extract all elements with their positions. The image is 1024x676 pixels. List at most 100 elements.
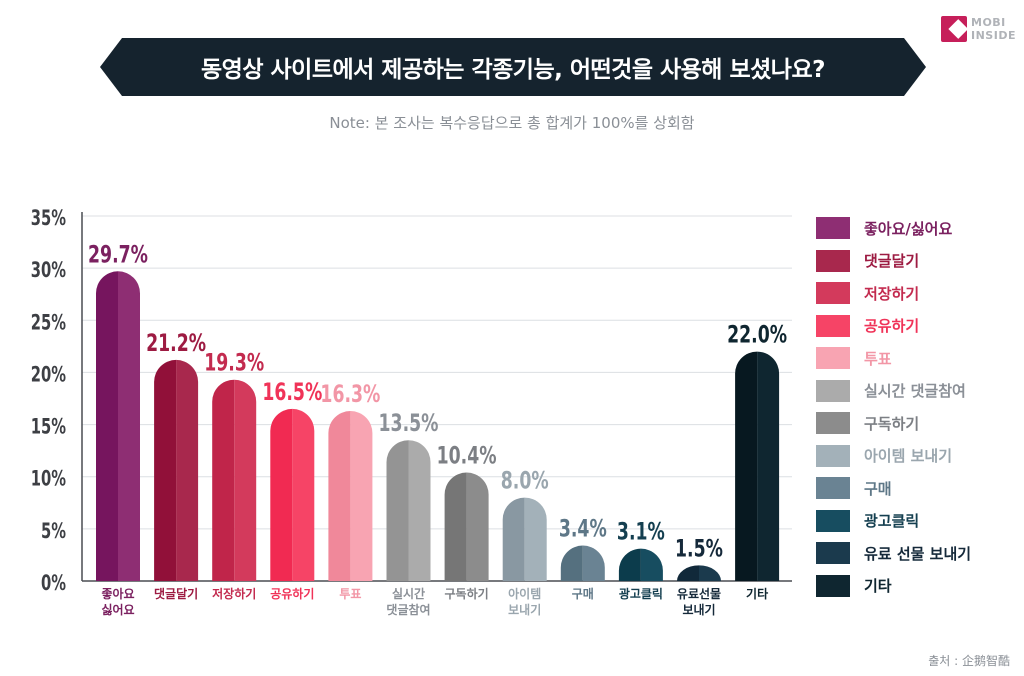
x-tick-label: 공유하기	[270, 586, 314, 601]
bar-left-half	[386, 440, 409, 581]
mobiinside-logo: MOBI INSIDE	[941, 16, 1016, 48]
data-label: 1.5%	[675, 535, 723, 563]
legend-label: 구매	[864, 479, 892, 498]
bar	[176, 359, 199, 581]
bar-left-half	[270, 408, 293, 581]
logo-line-1: MOBI	[971, 16, 1006, 29]
legend-item: 아이템 보내기	[816, 440, 1016, 473]
legend-item: 좋아요/싫어요	[816, 212, 1016, 245]
logo-line-2: INSIDE	[971, 29, 1016, 42]
x-tick-label: 싫어요	[101, 602, 134, 617]
legend-item: 저장하기	[816, 277, 1016, 310]
bar-left-half	[154, 359, 177, 581]
bar	[408, 440, 431, 581]
bar	[350, 411, 373, 581]
x-tick-label: 아이템	[508, 586, 541, 601]
legend-label: 실시간 댓글참여	[864, 382, 966, 401]
data-label: 3.4%	[559, 515, 607, 543]
legend-label: 투표	[864, 349, 892, 368]
logo-mark-icon	[941, 16, 967, 42]
legend-swatch	[816, 347, 850, 370]
legend-swatch	[816, 379, 850, 402]
bar-left-half	[328, 411, 351, 581]
legend-label: 아이템 보내기	[864, 447, 953, 466]
legend-item: 구매	[816, 472, 1016, 505]
logo-text: MOBI INSIDE	[971, 16, 1016, 42]
legend-item: 기타	[816, 570, 1016, 603]
y-tick-label: 20%	[31, 364, 66, 387]
y-tick-label: 10%	[31, 468, 66, 491]
x-tick-label: 투표	[339, 587, 361, 601]
legend-label: 공유하기	[864, 317, 920, 336]
bar	[466, 472, 489, 581]
x-tick-label: 기타	[746, 586, 768, 601]
bar	[757, 351, 780, 581]
legend-swatch	[816, 509, 850, 532]
data-label: 29.7%	[88, 240, 148, 268]
data-label: 8.0%	[501, 467, 549, 495]
bar	[118, 271, 140, 581]
title-banner: 동영상 사이트에서 제공하는 각종기능, 어떤것을 사용해 보셨나요?	[100, 38, 926, 96]
chart-note: Note: 본 조사는 복수응답으로 총 합계가 100%를 상회함	[329, 114, 695, 132]
x-tick-label: 저장하기	[212, 586, 256, 601]
bar	[234, 379, 257, 581]
legend-swatch	[816, 412, 850, 435]
legend-label: 댓글달기	[864, 252, 920, 271]
y-tick-label: 25%	[31, 311, 66, 334]
y-tick-label: 0%	[41, 572, 66, 595]
legend-swatch	[816, 444, 850, 467]
x-tick-label: 댓글참여	[386, 602, 430, 617]
x-tick-label: 좋아요	[101, 586, 134, 601]
legend-label: 유료 선물 보내기	[864, 544, 972, 563]
bar-left-half	[560, 545, 583, 581]
y-tick-label: 5%	[41, 520, 66, 543]
legend-item: 구독하기	[816, 407, 1016, 440]
x-tick-label: 보내기	[682, 602, 715, 617]
legend-item: 실시간 댓글참여	[816, 375, 1016, 408]
x-tick-label: 실시간	[392, 586, 425, 601]
legend-item: 광고클릭	[816, 505, 1016, 538]
y-tick-label: 35%	[31, 207, 66, 230]
data-label: 22.0%	[727, 321, 787, 349]
bar-left-half	[444, 472, 467, 581]
bar	[582, 545, 605, 581]
x-tick-label: 광고클릭	[619, 586, 663, 601]
legend-swatch	[816, 542, 850, 565]
y-tick-label: 30%	[31, 259, 66, 282]
x-tick-label: 댓글달기	[154, 586, 198, 601]
x-tick-label: 구매	[572, 586, 594, 601]
data-label: 16.3%	[320, 380, 380, 408]
bar-left-half	[735, 351, 758, 581]
legend-item: 투표	[816, 342, 1016, 375]
legend-item: 댓글달기	[816, 245, 1016, 278]
legend-label: 저장하기	[864, 284, 920, 303]
data-label: 10.4%	[437, 442, 497, 470]
legend-swatch	[816, 282, 850, 305]
data-label: 3.1%	[617, 518, 665, 546]
bar-left-half	[96, 271, 118, 581]
legend-swatch	[816, 477, 850, 500]
bar	[640, 548, 663, 581]
source-credit: 출처 : 企鹅智酷	[928, 654, 1010, 668]
data-label: 21.2%	[146, 329, 206, 357]
data-label: 13.5%	[379, 409, 439, 437]
data-label: 19.3%	[204, 349, 264, 377]
x-tick-label: 유료선물	[677, 586, 721, 601]
legend-item: 유료 선물 보내기	[816, 537, 1016, 570]
legend-label: 기타	[864, 577, 892, 596]
chart-title: 동영상 사이트에서 제공하는 각종기능, 어떤것을 사용해 보셨나요?	[201, 57, 825, 83]
y-tick-label: 15%	[31, 416, 66, 439]
bar-left-half	[618, 548, 641, 581]
bar	[699, 565, 721, 581]
legend-swatch	[816, 314, 850, 337]
bar	[292, 408, 315, 581]
x-tick-label: 구독하기	[445, 586, 489, 601]
bar-left-half	[212, 379, 235, 581]
legend-label: 광고클릭	[864, 512, 920, 531]
bar-left-half	[677, 565, 699, 581]
x-tick-label: 보내기	[508, 602, 541, 617]
bar-left-half	[502, 497, 525, 581]
legend-swatch	[816, 249, 850, 272]
